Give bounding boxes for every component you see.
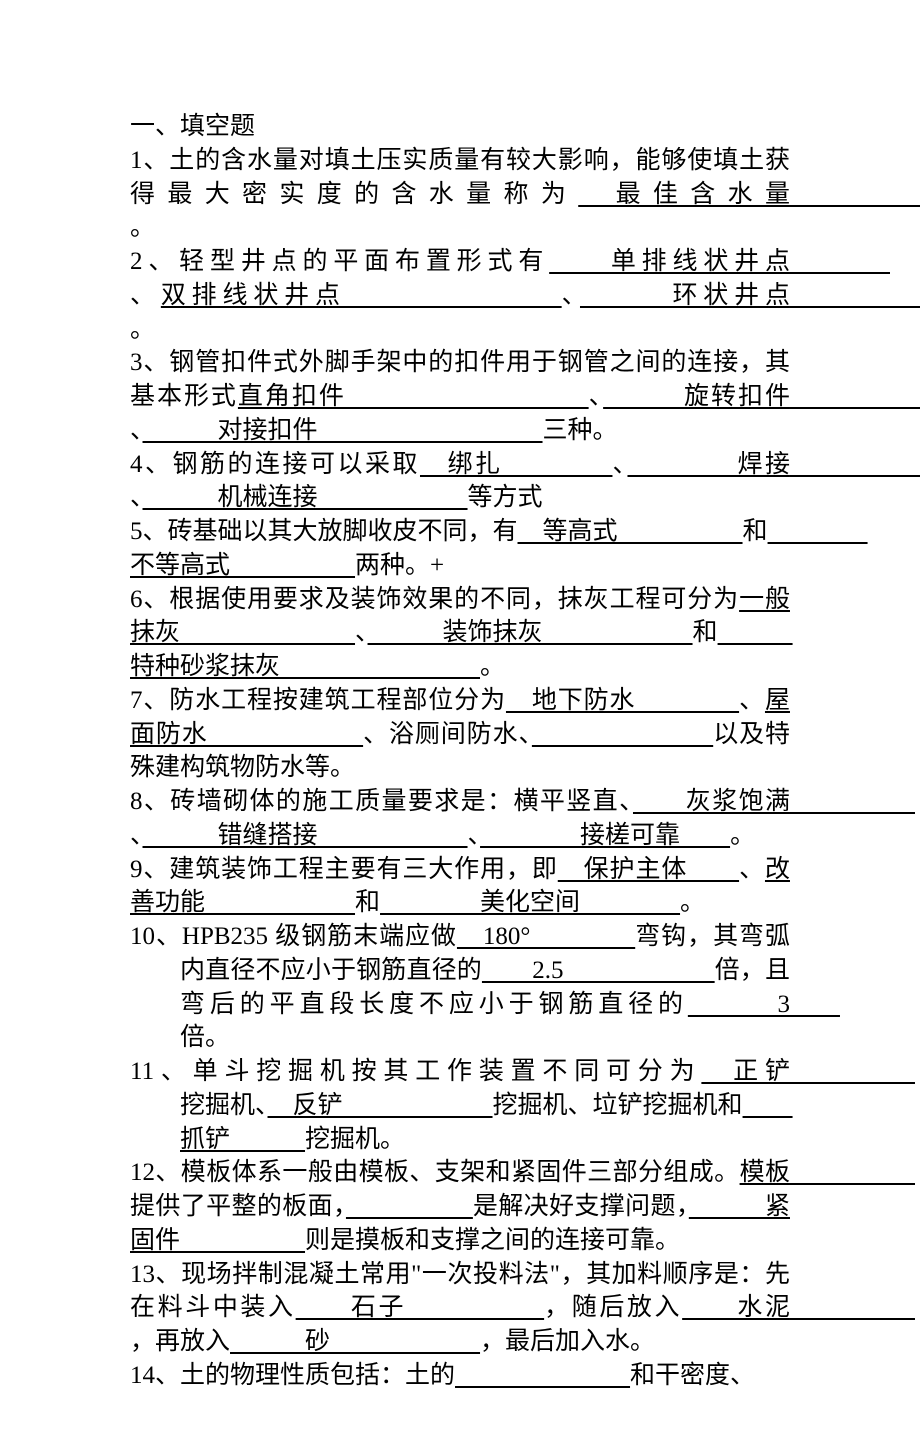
q5-text-2: 和	[743, 518, 768, 545]
q4-text-1: 4、钢筋的连接可以采取	[130, 451, 420, 478]
q7-text-2: 、	[739, 687, 765, 714]
q6-text-2: 、	[355, 619, 368, 646]
q11-text-1: 11、单斗挖掘机按其工作装置不同可分为	[130, 1058, 701, 1085]
q10-text-4: 倍。	[180, 1024, 230, 1051]
q9-text-1: 9、建筑装饰工程主要有三大作用，即	[130, 856, 558, 883]
q6-text-1: 6、根据使用要求及装饰效果的不同，抹灰工程可分为	[130, 586, 739, 613]
q7-text-1: 7、防水工程按建筑工程部位分为	[130, 687, 506, 714]
question-11: 11、单斗挖掘机按其工作装置不同可分为 正铲 挖掘机、 反铲 挖掘机、垃铲挖掘机…	[130, 1055, 790, 1156]
q4-blank-3: 机械连接	[143, 484, 468, 511]
q12-blank-1: 模板	[740, 1159, 915, 1186]
q9-text-3: 和	[355, 889, 380, 916]
q11-blank-2: 反铲	[268, 1092, 493, 1119]
document-page: 一、填空题 1、土的含水量对填土压实质量有较大影响，能够使填土获得最大密实度的含…	[0, 0, 920, 1453]
q9-text-4: 。	[680, 889, 705, 916]
q2-text-2: 、	[130, 282, 161, 309]
q12-text-1: 12、模板体系一般由模板、支架和紧固件三部分组成。	[130, 1159, 740, 1186]
question-10: 10、HPB235 级钢筋末端应做 180° 弯钩，其弯弧内直径不应小于钢筋直径…	[130, 920, 790, 1055]
q3-blank-1: 直角扣件	[238, 383, 589, 410]
q7-text-3: 、浴厕间防水、	[363, 721, 532, 748]
q12-text-3: 是解决好支撑问题，	[473, 1193, 689, 1220]
q11-blank-1: 正铲	[701, 1058, 915, 1085]
q8-blank-1: 灰浆饱满	[633, 788, 915, 815]
q3-text-3: 、	[130, 417, 143, 444]
q3-text-2: 、	[589, 383, 603, 410]
q5-text-1: 5、砖基础以其大放脚收皮不同，有	[130, 518, 518, 545]
question-13: 13、现场拌制混凝土常用"一次投料法"，其加料顺序是：先在料斗中装入 石子 ，随…	[130, 1258, 790, 1359]
q13-text-4: ，最后加入水。	[480, 1328, 655, 1355]
q6-text-4: 。	[480, 653, 505, 680]
q11-text-3: 挖掘机、垃铲挖掘机和	[493, 1092, 743, 1119]
q14-text-2: 和干密度、	[630, 1362, 755, 1389]
section-heading: 一、填空题	[130, 110, 790, 144]
q8-text-3: 、	[468, 822, 481, 849]
q4-text-2: 、	[612, 451, 627, 478]
q2-text-4: 。	[130, 316, 155, 343]
q1-blank-1: 最佳含水量	[578, 181, 920, 208]
q5-text-3: 两种。+	[355, 552, 444, 579]
question-5: 5、砖基础以其大放脚收皮不同，有 等高式 和 不等高式 两种。+	[130, 515, 790, 583]
question-6: 6、根据使用要求及装饰效果的不同，抹灰工程可分为一般抹灰 、 装饰抹灰 和 特种…	[130, 583, 790, 684]
q10-blank-2: 2.5	[482, 957, 715, 984]
q13-text-3: ，再放入	[130, 1328, 230, 1355]
question-9: 9、建筑装饰工程主要有三大作用，即 保护主体 、改善功能 和 美化空间 。	[130, 853, 790, 921]
q13-blank-2: 水泥	[682, 1294, 915, 1321]
q11-text-4: 挖掘机。	[305, 1126, 405, 1153]
question-2: 2、轻型井点的平面布置形式有 单排线状井点 、双排线状井点 、 环状井点 。	[130, 245, 790, 346]
q3-blank-3: 对接扣件	[143, 417, 543, 444]
q3-blank-2: 旋转扣件	[603, 383, 920, 410]
q3-text-4: 三种。	[543, 417, 618, 444]
q1-text-2: 。	[130, 214, 155, 241]
q6-blank-2: 装饰抹灰	[368, 619, 693, 646]
question-7: 7、防水工程按建筑工程部位分为 地下防水 、屋面防水 、浴厕间防水、 以及特殊建…	[130, 684, 790, 785]
q10-text-1: 10、HPB235 级钢筋末端应做	[130, 923, 457, 950]
q5-blank-1: 等高式	[518, 518, 743, 545]
q8-text-4: 。	[730, 822, 755, 849]
q10-blank-3: 3	[688, 991, 840, 1018]
q2-text-1: 2、轻型井点的平面布置形式有	[130, 248, 549, 275]
q10-blank-1: 180°	[457, 923, 635, 950]
q13-text-2: ，随后放入	[544, 1294, 682, 1321]
q13-blank-3: 砂	[230, 1328, 480, 1355]
q14-blank-1	[455, 1362, 630, 1389]
q9-blank-1: 保护主体	[558, 856, 739, 883]
q2-blank-2: 双排线状井点	[161, 282, 562, 309]
question-4: 4、钢筋的连接可以采取 绑扎 、 焊接 、 机械连接 等方式	[130, 448, 790, 516]
q4-text-4: 等方式	[468, 484, 543, 511]
q8-text-2: 、	[130, 822, 143, 849]
q8-blank-2: 错缝搭接	[143, 822, 468, 849]
q8-text-1: 8、砖墙砌体的施工质量要求是：横平竖直、	[130, 788, 633, 815]
q9-blank-3: 美化空间	[380, 889, 680, 916]
q7-blank-1: 地下防水	[506, 687, 739, 714]
q14-text-1: 14、土的物理性质包括：土的	[130, 1362, 455, 1389]
question-14: 14、土的物理性质包括：土的 和干密度、	[130, 1359, 790, 1393]
question-1: 1、土的含水量对填土压实质量有较大影响，能够使填土获得最大密实度的含水量称为 最…	[130, 144, 790, 245]
q13-blank-1: 石子	[296, 1294, 544, 1321]
q6-text-3: 和	[693, 619, 718, 646]
q4-blank-1: 绑扎	[420, 451, 612, 478]
q8-blank-3: 接槎可靠	[480, 822, 730, 849]
q2-blank-3: 环状井点	[580, 282, 920, 309]
q9-text-2: 、	[739, 856, 765, 883]
question-12: 12、模板体系一般由模板、支架和紧固件三部分组成。模板 提供了平整的板面， 是解…	[130, 1156, 790, 1257]
q12-blank-2	[346, 1193, 473, 1220]
q2-blank-1: 单排线状井点	[549, 248, 890, 275]
q12-text-4: 则是摸板和支撑之间的连接可靠。	[305, 1227, 680, 1254]
q7-blank-3	[532, 721, 713, 748]
q4-text-3: 、	[130, 484, 143, 511]
q11-text-2: 挖掘机、	[180, 1092, 268, 1119]
q12-text-2: 提供了平整的板面，	[130, 1193, 346, 1220]
q2-text-3: 、	[562, 282, 580, 309]
question-8: 8、砖墙砌体的施工质量要求是：横平竖直、 灰浆饱满 、 错缝搭接 、 接槎可靠 …	[130, 785, 790, 853]
q4-blank-2: 焊接	[627, 451, 920, 478]
question-3: 3、钢管扣件式外脚手架中的扣件用于钢管之间的连接，其基本形式直角扣件 、 旋转扣…	[130, 346, 790, 447]
